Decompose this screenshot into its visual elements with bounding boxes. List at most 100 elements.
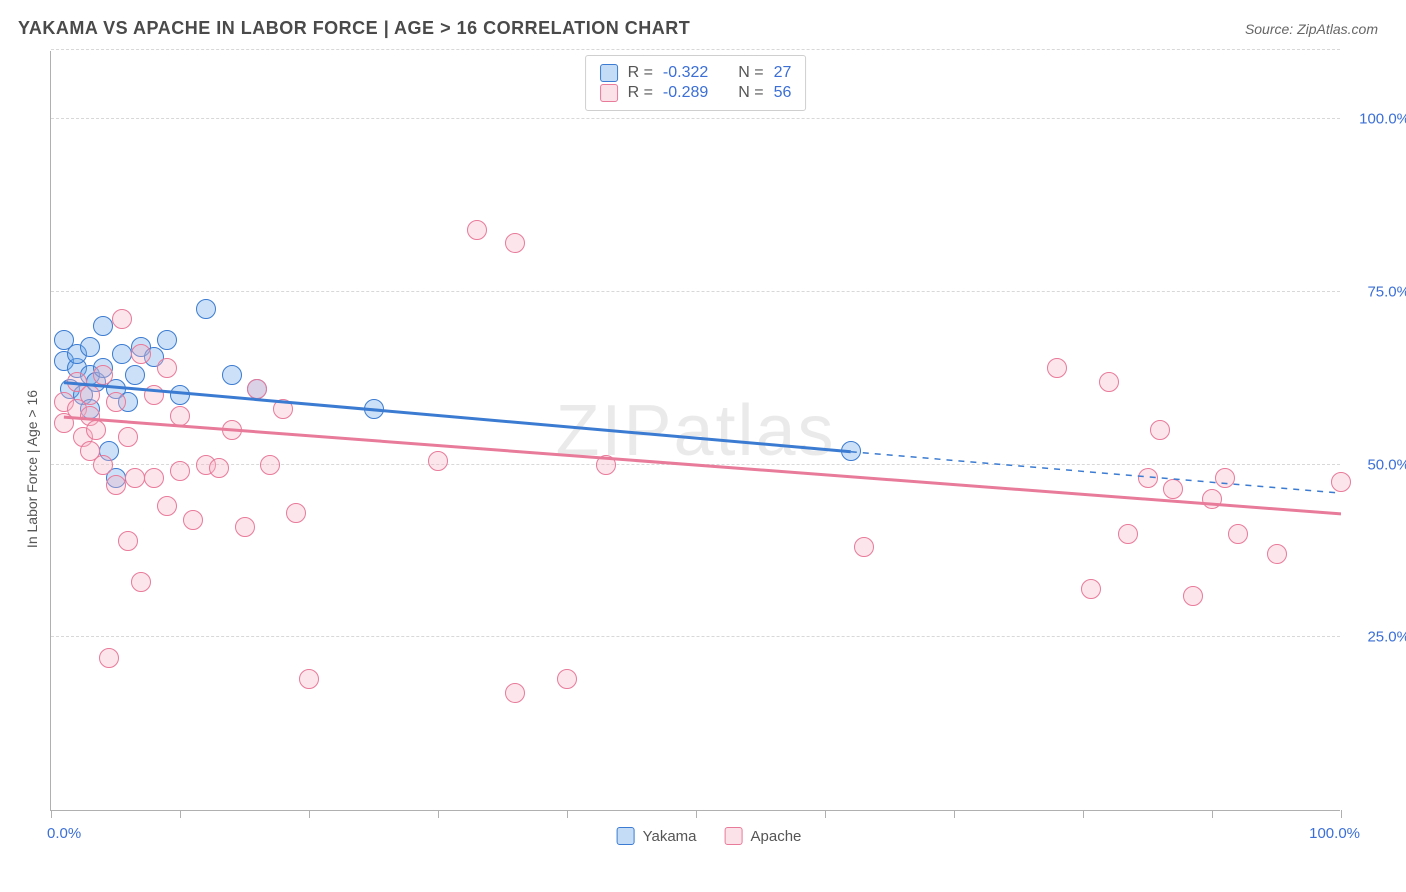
data-point	[183, 510, 203, 530]
data-point	[1118, 524, 1138, 544]
data-point	[364, 399, 384, 419]
data-point	[131, 572, 151, 592]
data-point	[144, 385, 164, 405]
x-tick	[180, 810, 181, 818]
data-point	[106, 475, 126, 495]
legend-r-value: -0.289	[663, 84, 708, 102]
data-point	[170, 406, 190, 426]
data-point	[854, 537, 874, 557]
data-point	[247, 379, 267, 399]
data-point	[80, 337, 100, 357]
data-point	[222, 365, 242, 385]
scatter-plot: ZIPatlas R = -0.322N = 27R = -0.289N = 5…	[50, 51, 1340, 811]
data-point	[1267, 544, 1287, 564]
data-point	[170, 385, 190, 405]
data-point	[596, 455, 616, 475]
series-legend: Yakama Apache	[617, 827, 802, 845]
x-tick	[954, 810, 955, 818]
gridline	[51, 118, 1340, 119]
data-point	[557, 669, 577, 689]
data-point	[1163, 479, 1183, 499]
x-tick	[1083, 810, 1084, 818]
data-point	[222, 420, 242, 440]
data-point	[93, 455, 113, 475]
x-tick	[825, 810, 826, 818]
y-tick-label: 100.0%	[1350, 111, 1406, 128]
y-tick-label: 75.0%	[1350, 283, 1406, 300]
legend-swatch	[600, 84, 618, 102]
data-point	[131, 344, 151, 364]
data-point	[118, 427, 138, 447]
data-point	[841, 441, 861, 461]
data-point	[505, 683, 525, 703]
x-tick	[51, 810, 52, 818]
source-attribution: Source: ZipAtlas.com	[1245, 21, 1378, 37]
data-point	[1202, 489, 1222, 509]
x-tick	[567, 810, 568, 818]
legend-swatch	[725, 827, 743, 845]
legend-r-value: -0.322	[663, 64, 708, 82]
data-point	[80, 385, 100, 405]
data-point	[1150, 420, 1170, 440]
data-point	[157, 358, 177, 378]
data-point	[1183, 586, 1203, 606]
gridline	[51, 636, 1340, 637]
y-axis-label: In Labor Force | Age > 16	[24, 390, 40, 548]
data-point	[112, 309, 132, 329]
data-point	[235, 517, 255, 537]
y-tick-label: 25.0%	[1350, 629, 1406, 646]
data-point	[196, 299, 216, 319]
chart-container: In Labor Force | Age > 16 ZIPatlas R = -…	[18, 51, 1400, 811]
gridline	[51, 464, 1340, 465]
legend-n-label: N =	[738, 64, 763, 82]
x-tick	[696, 810, 697, 818]
source-prefix: Source:	[1245, 21, 1297, 37]
data-point	[106, 392, 126, 412]
correlation-legend: R = -0.322 N = 27 R = -0.289 N = 56	[585, 55, 807, 111]
data-point	[209, 458, 229, 478]
source-name: ZipAtlas.com	[1297, 21, 1378, 37]
x-min-label: 0.0%	[47, 825, 81, 842]
legend-series-label: Apache	[751, 828, 802, 845]
data-point	[86, 420, 106, 440]
gridline	[51, 49, 1340, 50]
legend-series-label: Yakama	[643, 828, 697, 845]
legend-n-label: N =	[738, 84, 763, 102]
data-point	[299, 669, 319, 689]
x-tick	[309, 810, 310, 818]
legend-n-value: 56	[774, 84, 792, 102]
data-point	[1215, 468, 1235, 488]
regression-lines	[51, 51, 1341, 811]
data-point	[428, 451, 448, 471]
x-tick	[1341, 810, 1342, 818]
legend-r-label: R =	[628, 64, 653, 82]
data-point	[467, 220, 487, 240]
data-point	[260, 455, 280, 475]
data-point	[125, 468, 145, 488]
data-point	[99, 648, 119, 668]
data-point	[273, 399, 293, 419]
data-point	[286, 503, 306, 523]
legend-series-item: Apache	[725, 827, 802, 845]
gridline	[51, 291, 1340, 292]
legend-swatch	[617, 827, 635, 845]
data-point	[1331, 472, 1351, 492]
x-max-label: 100.0%	[1309, 825, 1360, 842]
data-point	[144, 468, 164, 488]
data-point	[112, 344, 132, 364]
data-point	[118, 531, 138, 551]
data-point	[93, 365, 113, 385]
chart-header: YAKAMA VS APACHE IN LABOR FORCE | AGE > …	[0, 0, 1406, 51]
legend-r-label: R =	[628, 84, 653, 102]
data-point	[170, 461, 190, 481]
data-point	[505, 233, 525, 253]
x-tick	[1212, 810, 1213, 818]
x-tick	[438, 810, 439, 818]
data-point	[125, 365, 145, 385]
legend-n-value: 27	[774, 64, 792, 82]
data-point	[1228, 524, 1248, 544]
data-point	[1099, 372, 1119, 392]
legend-series-item: Yakama	[617, 827, 697, 845]
data-point	[157, 330, 177, 350]
legend-correlation-row: R = -0.322 N = 27	[600, 64, 792, 82]
